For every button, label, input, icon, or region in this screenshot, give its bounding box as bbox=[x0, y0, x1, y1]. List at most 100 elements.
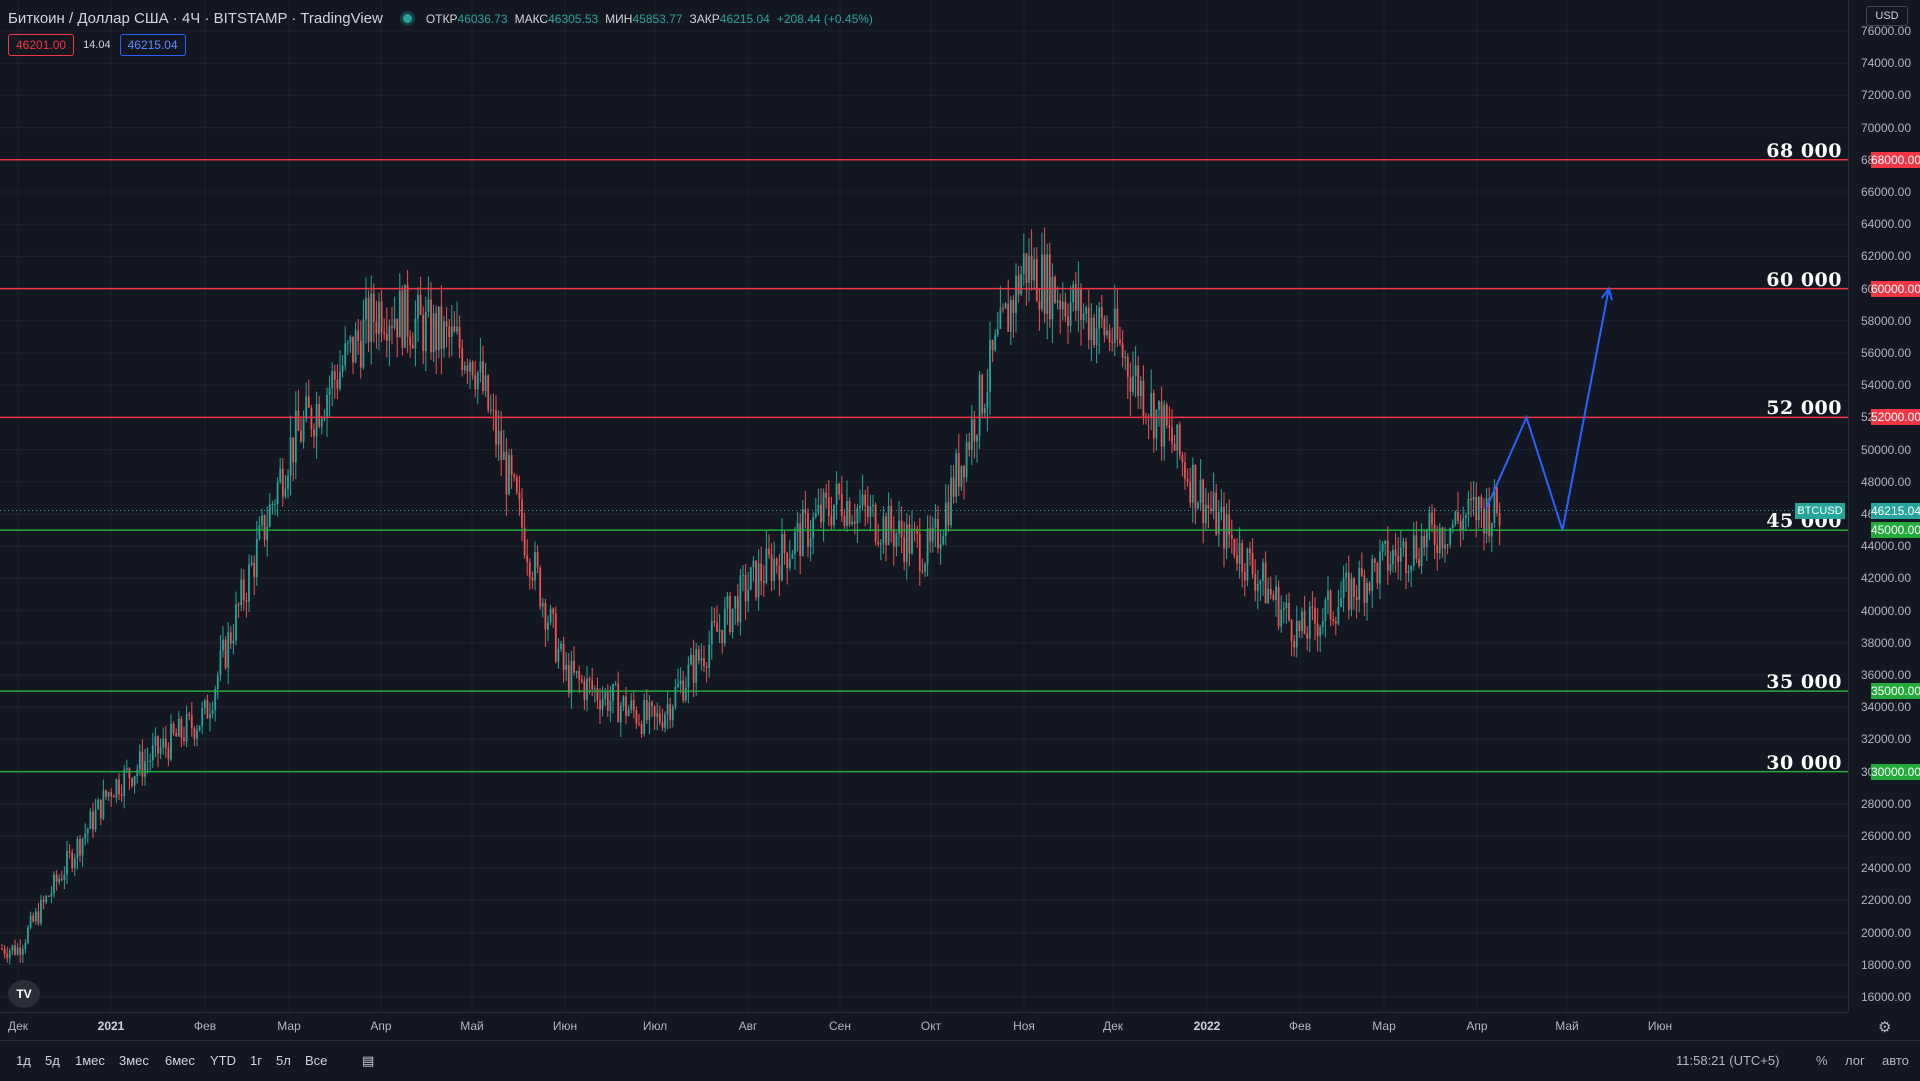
candle-body bbox=[154, 736, 157, 746]
candle-body bbox=[1319, 626, 1322, 637]
price-tick: 32000.00 bbox=[1860, 732, 1911, 747]
clock-timezone[interactable]: 11:58:21 (UTC+5) bbox=[1676, 1053, 1780, 1068]
level-label: 52 000 bbox=[1766, 397, 1842, 420]
range-button-8[interactable]: Все bbox=[305, 1053, 328, 1068]
level-lines[interactable] bbox=[0, 159, 1848, 773]
candle-body bbox=[638, 723, 640, 725]
candle-body bbox=[968, 442, 971, 450]
ohlc-key: МАКС bbox=[514, 11, 549, 26]
candle-body bbox=[47, 896, 50, 898]
candle-body bbox=[1472, 497, 1475, 501]
candle-body bbox=[11, 945, 14, 951]
candle-body bbox=[929, 528, 932, 542]
candle-body bbox=[172, 723, 175, 734]
candle-body bbox=[372, 293, 375, 322]
candle-body bbox=[851, 521, 854, 525]
candle-body bbox=[105, 790, 107, 797]
buy-button[interactable]: 46215.04 bbox=[119, 34, 186, 56]
symbol-title[interactable]: Биткоин / Доллар США · 4Ч · BITSTAMP · T… bbox=[8, 9, 383, 27]
candle-body bbox=[557, 648, 560, 662]
candle-body bbox=[1163, 404, 1166, 447]
candle-body bbox=[1139, 380, 1142, 397]
candle-body bbox=[1446, 544, 1449, 546]
candle-body bbox=[53, 874, 55, 894]
candle-body bbox=[86, 828, 89, 834]
candle-body bbox=[1451, 524, 1454, 528]
candle-body bbox=[705, 666, 708, 668]
candle-body bbox=[1457, 511, 1459, 521]
candle-body bbox=[536, 551, 539, 568]
candle-body bbox=[401, 290, 404, 348]
candle-body bbox=[965, 442, 968, 478]
time-tick: Май bbox=[460, 1019, 484, 1033]
candle-body bbox=[856, 507, 859, 524]
candle-body bbox=[60, 878, 63, 880]
candle-body bbox=[570, 661, 573, 694]
candle-body bbox=[1402, 541, 1405, 548]
candle-body bbox=[955, 453, 958, 497]
range-button-0[interactable]: 1д bbox=[16, 1053, 31, 1068]
candle-body bbox=[110, 792, 113, 797]
candle-body bbox=[523, 527, 526, 556]
candle-body bbox=[804, 509, 807, 514]
candle-body bbox=[549, 608, 552, 623]
candle-body bbox=[1277, 586, 1280, 627]
candle-body bbox=[131, 778, 133, 786]
range-button-1[interactable]: 5д bbox=[45, 1053, 60, 1068]
candle-body bbox=[999, 307, 1002, 329]
candle-body bbox=[1210, 508, 1212, 512]
candle-body bbox=[71, 852, 74, 869]
candle-body bbox=[1108, 330, 1111, 343]
settings-gear-icon[interactable]: ⚙ bbox=[1878, 1019, 1892, 1036]
log-toggle[interactable]: лог bbox=[1845, 1053, 1865, 1068]
candle-body bbox=[1311, 606, 1314, 608]
range-button-3[interactable]: 3мес bbox=[119, 1053, 149, 1068]
candle-body bbox=[32, 915, 35, 922]
candle-body bbox=[97, 799, 100, 810]
range-button-7[interactable]: 5л bbox=[276, 1053, 291, 1068]
chart-header: Биткоин / Доллар США · 4Ч · BITSTAMP · T… bbox=[8, 8, 880, 28]
candle-body bbox=[1199, 479, 1202, 503]
ohlc-item: ОТКР46036.73 bbox=[426, 12, 508, 26]
candle-body bbox=[825, 492, 828, 498]
candle-body bbox=[835, 483, 838, 505]
candle-body bbox=[1051, 276, 1054, 320]
candle-body bbox=[674, 687, 677, 707]
sell-button[interactable]: 46201.00 bbox=[8, 34, 75, 56]
candle-body bbox=[354, 330, 357, 363]
currency-selector[interactable]: USD bbox=[1866, 6, 1908, 26]
candle-body bbox=[1334, 621, 1337, 624]
candle-body bbox=[1137, 365, 1140, 397]
candle-body bbox=[729, 596, 731, 633]
candle-body bbox=[1454, 511, 1457, 525]
chart-area[interactable]: Биткоин / Доллар США · 4Ч · BITSTAMP · T… bbox=[0, 0, 1848, 1012]
price-axis[interactable]: 76000.00 74000.00 72000.00 70000.00 68000.00… bbox=[1795, 0, 1920, 1012]
range-button-4[interactable]: 6мес bbox=[165, 1053, 195, 1068]
candle-body bbox=[1028, 255, 1030, 283]
candle-body bbox=[125, 768, 128, 770]
auto-toggle[interactable]: авто bbox=[1882, 1053, 1909, 1068]
candle-body bbox=[853, 521, 856, 524]
candle-body bbox=[1262, 562, 1264, 581]
candle-body bbox=[531, 577, 534, 581]
price-tick: 36000.00 bbox=[1860, 668, 1911, 682]
candle-body bbox=[8, 950, 11, 958]
candle-body bbox=[320, 419, 323, 427]
range-button-5[interactable]: YTD bbox=[210, 1053, 236, 1068]
range-button-2[interactable]: 1мес bbox=[75, 1053, 105, 1068]
price-chart[interactable] bbox=[0, 0, 1848, 1012]
time-axis[interactable]: Дек 2021 Фев Мар Апр Май Июн Июл Авг Сен Окт Ноя Дек… bbox=[0, 1012, 1848, 1040]
tradingview-logo-icon[interactable]: TV bbox=[8, 980, 40, 1008]
candle-body bbox=[679, 680, 682, 684]
candle-body bbox=[734, 596, 737, 609]
range-button-6[interactable]: 1г bbox=[250, 1053, 262, 1068]
bottom-toolbar: 1д 5д 1мес 3мес 6мес YTD 1г 5л Все ▤ 11:58:21 (U… bbox=[0, 1040, 1920, 1081]
candle-body bbox=[1030, 255, 1033, 281]
percent-toggle[interactable]: % bbox=[1816, 1053, 1828, 1068]
projection-path[interactable] bbox=[1485, 288, 1610, 531]
candle-body bbox=[437, 306, 440, 351]
price-tick: 74000.00 bbox=[1860, 56, 1911, 71]
candle-body bbox=[1012, 300, 1015, 313]
date-range-icon[interactable]: ▤ bbox=[362, 1053, 375, 1068]
candle-body bbox=[58, 878, 61, 882]
